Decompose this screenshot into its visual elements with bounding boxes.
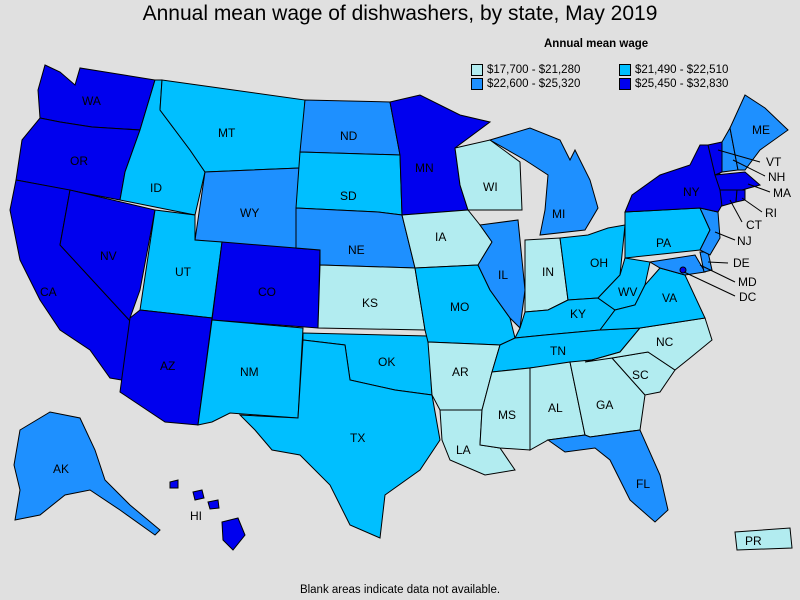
leader-nj: [714, 231, 736, 241]
legend-title: Annual mean wage: [544, 38, 649, 50]
state-dc[interactable]: [679, 266, 687, 274]
leader-dc: [683, 271, 736, 297]
label-nc: NC: [656, 335, 674, 349]
state-ny[interactable]: [624, 144, 723, 213]
state-ma[interactable]: [714, 171, 762, 191]
footnote: Blank areas indicate data not available.: [299, 584, 501, 596]
label-az: AZ: [160, 359, 175, 373]
label-sd: SD: [340, 189, 357, 203]
state-fl[interactable]: [546, 429, 669, 523]
label-me: ME: [752, 123, 770, 137]
label-mt: MT: [218, 126, 236, 140]
state-tx[interactable]: [238, 339, 441, 539]
legend-item-2: $21,490 - $22,510: [619, 64, 728, 76]
label-mi: MI: [552, 207, 565, 221]
state-pa[interactable]: [624, 207, 711, 259]
label-al: AL: [548, 401, 563, 415]
legend-item-4: $25,450 - $32,830: [619, 78, 728, 90]
state-nd[interactable]: [299, 99, 401, 156]
label-ri: RI: [765, 206, 777, 220]
label-nd: ND: [340, 129, 358, 143]
label-ga: GA: [596, 398, 613, 412]
label-dc: DC: [739, 290, 757, 304]
label-mo: MO: [450, 300, 469, 314]
leader-ma: [747, 183, 771, 193]
leader-md: [699, 264, 736, 283]
label-fl: FL: [636, 477, 650, 491]
label-sc: SC: [632, 368, 649, 382]
label-ne: NE: [348, 243, 365, 257]
label-tn: TN: [550, 344, 566, 358]
leader-de: [707, 261, 729, 264]
state-nm[interactable]: [197, 319, 304, 426]
label-ky: KY: [570, 307, 586, 321]
legend-swatch-2: [619, 64, 631, 76]
label-ma: MA: [773, 186, 791, 200]
label-nv: NV: [100, 249, 117, 263]
legend-swatch-3: [471, 78, 483, 90]
legend-label-1: $17,700 - $21,280: [487, 64, 581, 76]
label-md: MD: [738, 275, 757, 289]
state-me[interactable]: [729, 94, 789, 171]
legend-item-3: $22,600 - $25,320: [471, 78, 580, 90]
label-ia: IA: [435, 230, 446, 244]
label-ca: CA: [40, 285, 57, 299]
label-wi: WI: [483, 180, 498, 194]
label-or: OR: [70, 154, 88, 168]
map-title: Annual mean wage of dishwashers, by stat…: [142, 2, 658, 25]
label-hi: HI: [190, 509, 202, 523]
label-de: DE: [733, 256, 750, 270]
legend-swatch-1: [471, 64, 483, 76]
label-pr: PR: [745, 534, 762, 548]
label-id: ID: [150, 181, 162, 195]
state-ct[interactable]: [719, 189, 738, 207]
state-nc[interactable]: [584, 317, 713, 371]
label-ks: KS: [362, 296, 378, 310]
label-tx: TX: [350, 431, 365, 445]
label-vt: VT: [766, 155, 782, 169]
state-ia[interactable]: [401, 209, 493, 269]
label-va: VA: [662, 291, 677, 305]
label-ok: OK: [378, 355, 395, 369]
leader-ct: [729, 199, 743, 223]
state-ak[interactable]: [13, 411, 161, 536]
label-wa: WA: [82, 94, 101, 108]
label-mn: MN: [415, 161, 434, 175]
legend-item-1: $17,700 - $21,280: [471, 64, 580, 76]
state-mi[interactable]: [488, 127, 599, 236]
legend-label-3: $22,600 - $25,320: [487, 78, 581, 90]
state-sd[interactable]: [295, 151, 403, 216]
label-ut: UT: [175, 265, 192, 279]
state-ri[interactable]: [735, 189, 746, 203]
label-nm: NM: [240, 365, 259, 379]
label-ny: NY: [683, 185, 700, 199]
leader-vt: [717, 149, 761, 163]
state-hi[interactable]: [169, 479, 246, 551]
legend-swatch-4: [619, 78, 631, 90]
label-la: LA: [456, 443, 471, 457]
legend-label-4: $25,450 - $32,830: [635, 78, 729, 90]
label-il: IL: [498, 268, 508, 282]
label-ar: AR: [452, 365, 469, 379]
label-nh: NH: [768, 170, 785, 184]
legend-label-2: $21,490 - $22,510: [635, 64, 729, 76]
label-nj: NJ: [737, 234, 752, 248]
state-il[interactable]: [477, 219, 526, 330]
label-ct: CT: [746, 218, 763, 232]
state-md[interactable]: [648, 254, 706, 276]
label-in: IN: [542, 265, 554, 279]
label-ms: MS: [498, 408, 516, 422]
state-pr[interactable]: [734, 527, 793, 551]
label-wy: WY: [240, 206, 259, 220]
label-co: CO: [258, 285, 276, 299]
label-pa: PA: [656, 236, 671, 250]
label-oh: OH: [590, 256, 608, 270]
leader-ri: [741, 197, 763, 213]
leader-nh: [732, 159, 766, 177]
label-ak: AK: [53, 462, 69, 476]
label-wv: WV: [618, 285, 637, 299]
